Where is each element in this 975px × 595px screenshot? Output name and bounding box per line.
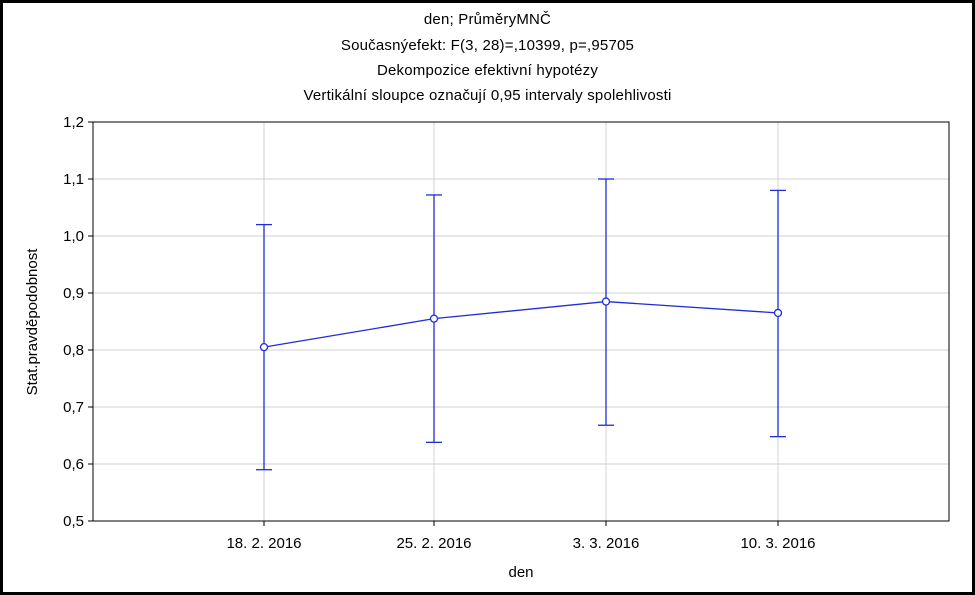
y-tick-label: 1,2: [63, 114, 84, 131]
data-point: [429, 314, 439, 323]
chart-title-line-3: Dekompozice efektivní hypotézy: [376, 62, 599, 79]
y-tick-label: 1,1: [63, 171, 84, 188]
x-tick-label: 10. 3. 2016: [740, 535, 815, 552]
series-line: [263, 300, 779, 348]
series-layer: [256, 178, 786, 471]
data-point: [601, 297, 611, 306]
data-point: [773, 308, 783, 318]
y-tick-label: 0,7: [63, 399, 84, 416]
y-axis-title: Stat.pravděpodobnost: [24, 248, 41, 396]
y-tick-label: 0,5: [63, 513, 84, 530]
y-tick-label: 0,8: [63, 342, 84, 359]
y-tick-label: 1,0: [63, 228, 84, 245]
x-tick-label: 25. 2. 2016: [396, 535, 471, 552]
y-tick-label: 0,9: [63, 285, 84, 302]
chart-title-line-2: Současnýefekt: F(3, 28)=,10399, p=,95705: [340, 37, 635, 54]
x-axis-title: den: [508, 564, 533, 581]
data-point: [259, 342, 269, 352]
y-tick-label: 0,6: [63, 456, 84, 473]
chart-title-line-4: Vertikální sloupce označují 0,95 interva…: [303, 87, 672, 104]
axis-layer: [88, 121, 950, 526]
plot-border: [92, 121, 950, 522]
chart-title-line-1: den; PrůměryMNČ: [423, 11, 552, 28]
label-layer: 0,5 0,6 0,7 0,8 0,9 1,0 1,1 1,2 18. 2. 2016 25. 2…: [63, 114, 815, 552]
grid-layer: [93, 122, 949, 521]
x-tick-label: 18. 2. 2016: [226, 535, 301, 552]
x-tick-label: 3. 3. 2016: [573, 535, 640, 552]
